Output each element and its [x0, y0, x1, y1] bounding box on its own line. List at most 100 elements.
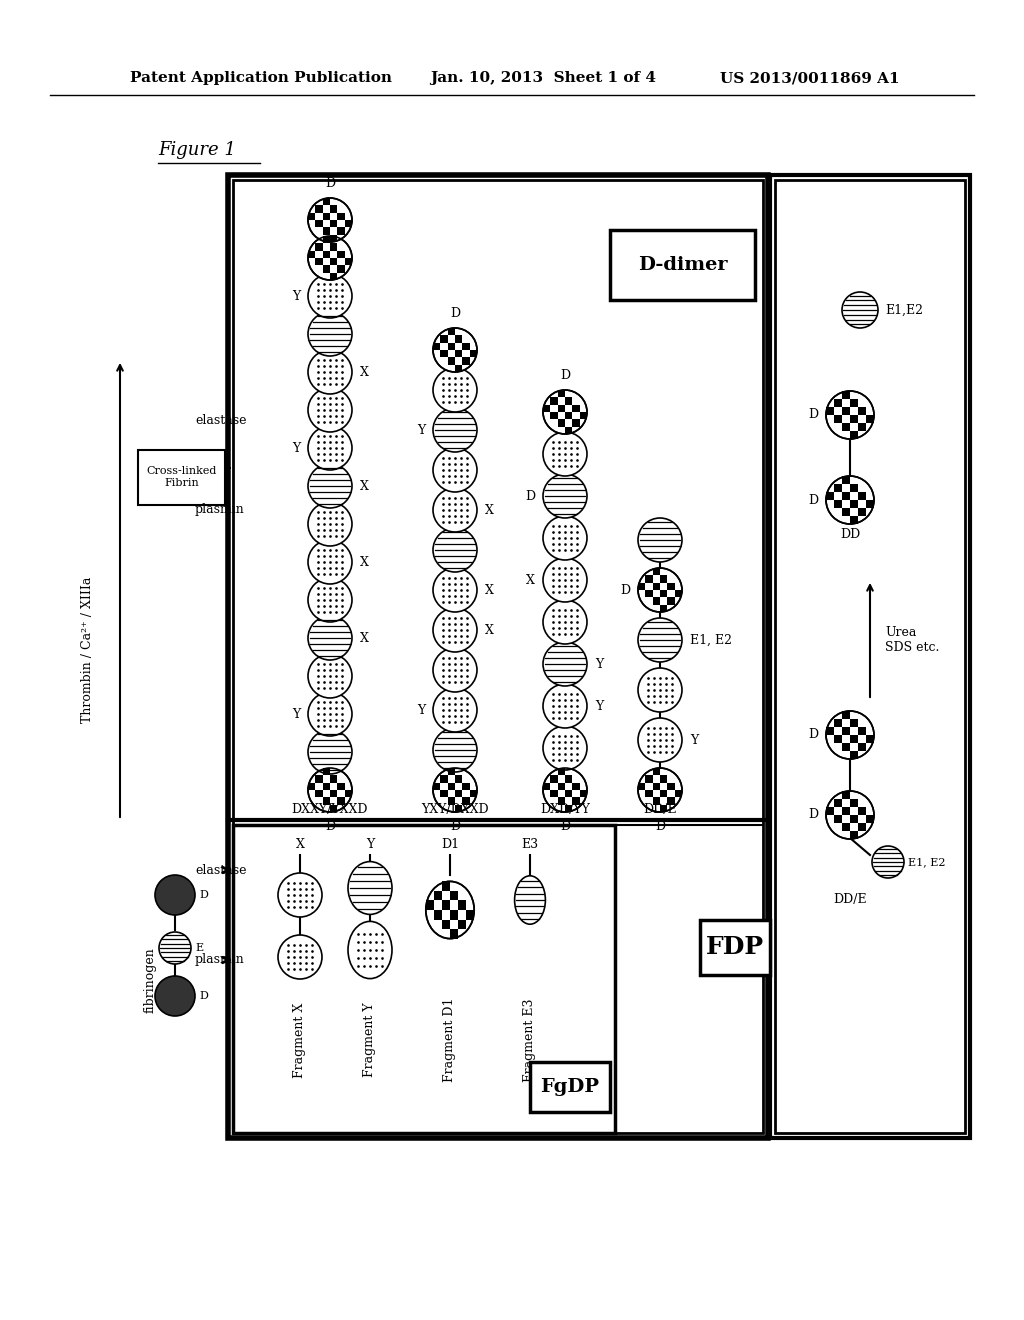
Text: D1: D1 [441, 838, 459, 851]
Text: fibrinogen: fibrinogen [143, 948, 157, 1012]
Bar [330, 257, 337, 265]
Bar [442, 900, 450, 909]
Ellipse shape [155, 875, 195, 915]
Bar [337, 227, 345, 235]
Ellipse shape [308, 312, 352, 356]
Text: X: X [485, 583, 494, 597]
Text: D: D [655, 820, 665, 833]
Text: D: D [808, 408, 818, 421]
Bar [834, 814, 842, 822]
Bar [858, 727, 866, 735]
Ellipse shape [543, 642, 587, 686]
Text: E1, E2: E1, E2 [908, 857, 945, 867]
Ellipse shape [308, 692, 352, 737]
Text: D-dimer: D-dimer [638, 256, 727, 275]
Bar [842, 407, 850, 414]
Bar [455, 364, 462, 372]
Ellipse shape [638, 768, 682, 812]
Bar [530, 1063, 610, 1111]
Bar [466, 909, 474, 920]
Bar [565, 397, 572, 405]
Bar [470, 350, 477, 358]
Bar [675, 789, 682, 797]
Bar [572, 405, 580, 412]
Bar [558, 783, 565, 789]
Bar [850, 832, 858, 840]
Bar [323, 783, 330, 789]
Bar [558, 768, 565, 775]
Ellipse shape [433, 368, 477, 412]
Bar [842, 743, 850, 751]
Bar [440, 350, 447, 358]
Bar [337, 251, 345, 257]
Ellipse shape [543, 516, 587, 560]
Text: E1,E2: E1,E2 [885, 304, 923, 317]
Bar [842, 508, 850, 516]
Bar [470, 789, 477, 797]
Text: plasmin: plasmin [195, 953, 245, 966]
Ellipse shape [543, 474, 587, 517]
Bar [660, 605, 668, 612]
Ellipse shape [308, 198, 352, 242]
Bar [345, 220, 352, 227]
Ellipse shape [543, 558, 587, 602]
Bar [638, 783, 645, 789]
Text: DD/E: DD/E [643, 804, 677, 817]
Bar [315, 243, 323, 251]
Bar [315, 789, 323, 797]
Bar [450, 909, 458, 920]
Ellipse shape [543, 684, 587, 729]
Bar [550, 775, 558, 783]
Ellipse shape [348, 921, 392, 978]
Bar [337, 213, 345, 220]
Text: FgDP: FgDP [541, 1078, 599, 1096]
Bar [834, 735, 842, 743]
Text: D: D [560, 370, 570, 381]
Ellipse shape [433, 528, 477, 572]
Bar [330, 206, 337, 213]
Bar [858, 822, 866, 832]
Bar [775, 180, 965, 1133]
Bar [440, 789, 447, 797]
Text: Jan. 10, 2013  Sheet 1 of 4: Jan. 10, 2013 Sheet 1 of 4 [430, 71, 656, 84]
Text: E: E [195, 942, 203, 953]
Ellipse shape [433, 568, 477, 612]
Ellipse shape [638, 618, 682, 663]
Bar [440, 335, 447, 343]
Ellipse shape [308, 388, 352, 432]
Bar [462, 343, 470, 350]
Bar [558, 797, 565, 805]
Bar [652, 598, 660, 605]
Bar [842, 711, 850, 719]
Bar [323, 213, 330, 220]
Bar [610, 230, 755, 300]
Ellipse shape [278, 935, 322, 979]
Text: E3: E3 [521, 838, 539, 851]
Bar [866, 500, 874, 508]
Ellipse shape [543, 768, 587, 812]
Text: X: X [485, 503, 494, 516]
Bar [850, 414, 858, 422]
Text: Y: Y [417, 424, 425, 437]
Ellipse shape [433, 408, 477, 451]
Text: Patent Application Publication: Patent Application Publication [130, 71, 392, 84]
Ellipse shape [543, 389, 587, 434]
Bar [323, 198, 330, 206]
Bar [447, 327, 455, 335]
Ellipse shape [826, 477, 874, 524]
Ellipse shape [826, 791, 874, 840]
Bar [850, 719, 858, 727]
Bar [652, 768, 660, 775]
Bar [455, 335, 462, 343]
Bar [330, 273, 337, 280]
Text: DXD/YY: DXD/YY [540, 804, 590, 817]
Bar [323, 227, 330, 235]
Text: elastase: elastase [195, 413, 247, 426]
Bar [442, 882, 450, 891]
Ellipse shape [155, 975, 195, 1016]
Ellipse shape [433, 768, 477, 812]
Bar [233, 180, 763, 1133]
Bar [447, 343, 455, 350]
Bar [834, 414, 842, 422]
Text: D: D [808, 729, 818, 742]
